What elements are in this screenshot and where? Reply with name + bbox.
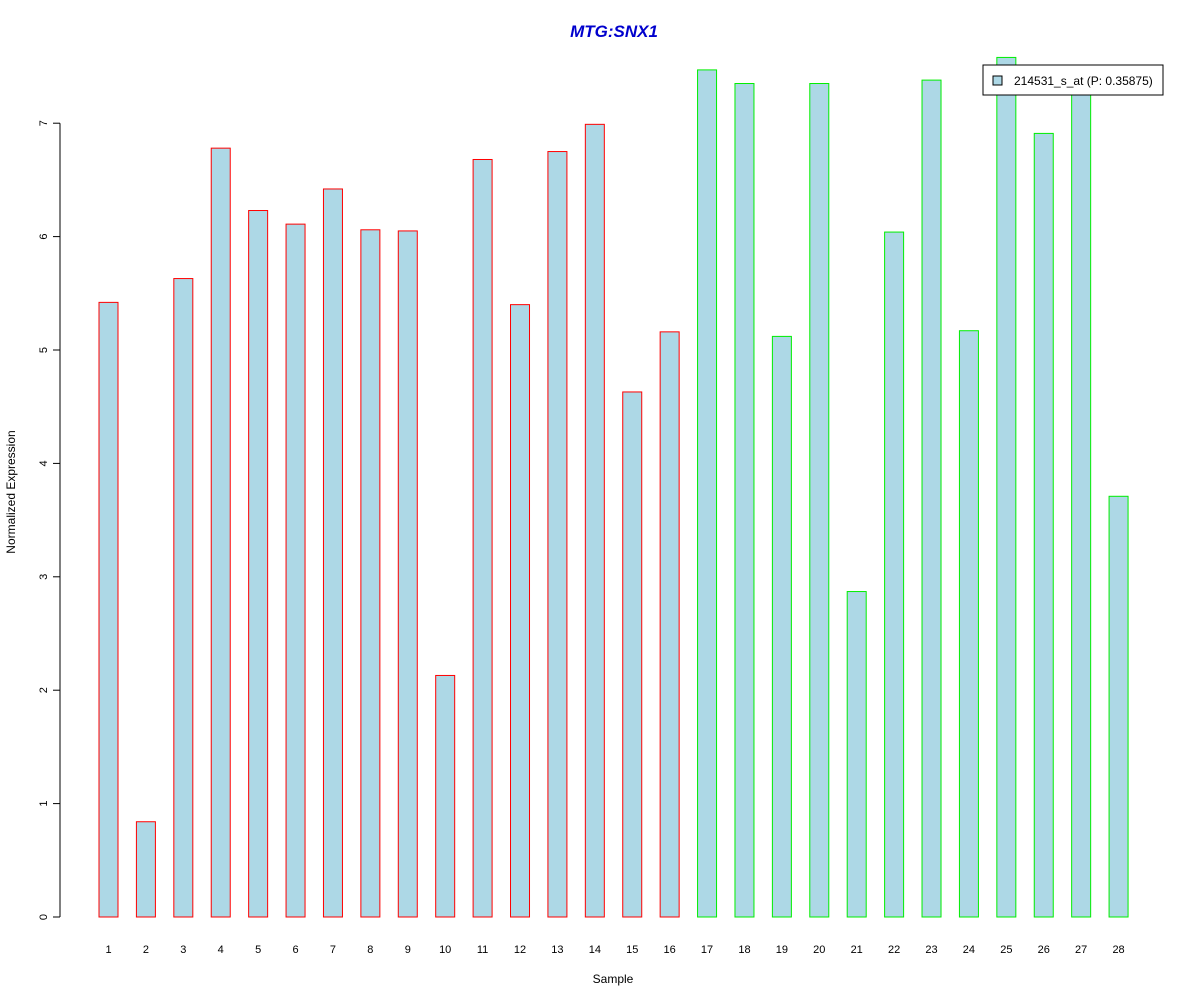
y-axis: 0 1 2 3 4 5 6 7 bbox=[38, 120, 61, 920]
x-tick-label: 26 bbox=[1038, 944, 1050, 956]
bar-sample-7 bbox=[322, 188, 343, 918]
x-tick-label: 9 bbox=[405, 944, 411, 956]
x-tick-label: 28 bbox=[1112, 944, 1124, 956]
bar-sample-10 bbox=[435, 674, 456, 918]
x-tick-label: 4 bbox=[218, 944, 224, 956]
bar-sample-27 bbox=[1071, 85, 1092, 918]
x-tick-label: 2 bbox=[143, 944, 149, 956]
bar-sample-23 bbox=[921, 79, 942, 918]
x-tick-label: 22 bbox=[888, 944, 900, 956]
bar-sample-4 bbox=[210, 147, 231, 918]
y-tick-label: 6 bbox=[38, 234, 50, 240]
x-tick-label: 12 bbox=[514, 944, 526, 956]
bar-sample-9 bbox=[397, 230, 418, 918]
legend-swatch bbox=[992, 75, 1003, 86]
legend-label: 214531_s_at (P: 0.35875) bbox=[1014, 74, 1153, 88]
x-tick-label: 1 bbox=[105, 944, 111, 956]
bar-sample-18 bbox=[734, 83, 755, 918]
x-tick-label: 24 bbox=[963, 944, 975, 956]
x-tick-label: 25 bbox=[1000, 944, 1012, 956]
x-tick-label: 20 bbox=[813, 944, 825, 956]
x-tick-label: 17 bbox=[701, 944, 713, 956]
x-tick-label: 14 bbox=[589, 944, 601, 956]
y-tick-label: 7 bbox=[38, 120, 50, 126]
bar-sample-8 bbox=[360, 229, 381, 918]
bar-sample-5 bbox=[248, 210, 269, 918]
x-axis-label: Sample bbox=[593, 972, 634, 986]
bar-sample-6 bbox=[285, 223, 306, 918]
bar-sample-20 bbox=[809, 83, 830, 918]
x-tick-label: 19 bbox=[776, 944, 788, 956]
x-tick-label: 3 bbox=[180, 944, 186, 956]
x-tick-label: 10 bbox=[439, 944, 451, 956]
bar-sample-17 bbox=[697, 69, 718, 918]
bars-group bbox=[98, 56, 1129, 918]
bar-sample-11 bbox=[472, 158, 493, 918]
x-tick-label: 27 bbox=[1075, 944, 1087, 956]
x-tick-label: 16 bbox=[664, 944, 676, 956]
bar-sample-22 bbox=[884, 231, 905, 918]
y-tick-label: 2 bbox=[38, 687, 50, 693]
x-tick-label: 15 bbox=[626, 944, 638, 956]
x-tick-label: 6 bbox=[292, 944, 298, 956]
x-tick-labels: 1 2 3 4 5 6 7 8 9 10 11 12 13 14 15 16 17 18 19 20 21 22 23 24 2… bbox=[105, 944, 1124, 956]
x-tick-label: 5 bbox=[255, 944, 261, 956]
bar-sample-21 bbox=[846, 591, 867, 918]
bar-sample-16 bbox=[659, 331, 680, 918]
bar-sample-14 bbox=[584, 123, 605, 918]
y-tick-label: 3 bbox=[38, 574, 50, 580]
bar-sample-15 bbox=[622, 391, 643, 918]
bar-sample-19 bbox=[771, 335, 792, 918]
bar-sample-12 bbox=[510, 304, 531, 918]
chart-title: MTG:SNX1 bbox=[570, 22, 658, 41]
x-tick-label: 8 bbox=[367, 944, 373, 956]
y-tick-label: 4 bbox=[38, 460, 50, 466]
y-axis-label: Normalized Expression bbox=[4, 430, 18, 553]
y-tick-label: 5 bbox=[38, 347, 50, 353]
x-tick-label: 13 bbox=[551, 944, 563, 956]
x-tick-label: 23 bbox=[925, 944, 937, 956]
legend-box bbox=[982, 64, 1164, 96]
bar-sample-2 bbox=[135, 821, 156, 918]
bar-sample-28 bbox=[1108, 495, 1129, 918]
bar-sample-3 bbox=[173, 278, 194, 918]
bar-sample-13 bbox=[547, 151, 568, 918]
bar-sample-24 bbox=[958, 330, 979, 918]
y-tick-label: 0 bbox=[38, 914, 50, 920]
legend: 214531_s_at (P: 0.35875) bbox=[982, 64, 1164, 96]
bar-sample-1 bbox=[98, 301, 119, 918]
x-tick-label: 18 bbox=[738, 944, 750, 956]
x-tick-label: 7 bbox=[330, 944, 336, 956]
bar-sample-26 bbox=[1033, 132, 1054, 918]
x-tick-label: 11 bbox=[477, 944, 488, 956]
bar-sample-25 bbox=[996, 56, 1017, 918]
x-tick-label: 21 bbox=[851, 944, 863, 956]
y-tick-label: 1 bbox=[38, 801, 50, 807]
